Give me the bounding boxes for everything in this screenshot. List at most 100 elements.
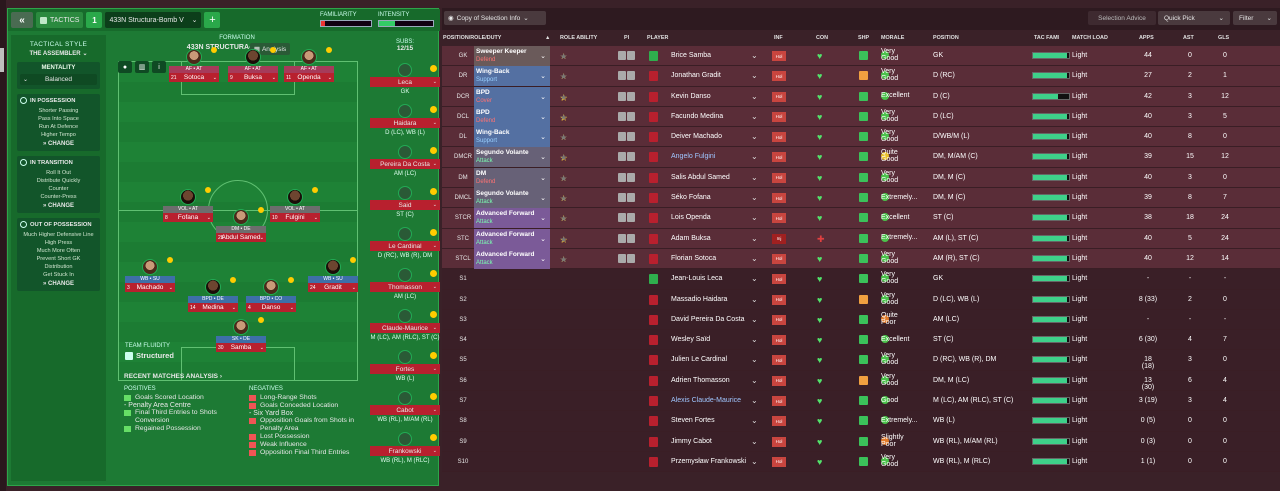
change-in-transition-button[interactable]: » CHANGE: [20, 203, 97, 209]
player-name-bar[interactable]: 24 Gradit ⌄: [308, 283, 358, 292]
player-name[interactable]: Florian Sotoca: [671, 254, 717, 262]
player-instructions-icons[interactable]: [618, 51, 638, 61]
player-instructions-icons[interactable]: [618, 111, 638, 122]
col-shp[interactable]: SHP: [858, 35, 870, 41]
chevron-down-icon[interactable]: ⌄: [751, 71, 758, 81]
familiarity-bar[interactable]: [320, 20, 372, 27]
player-name[interactable]: Angelo Fulgini: [671, 153, 716, 161]
col-pi[interactable]: PI: [624, 35, 630, 41]
add-tactic-button[interactable]: +: [204, 12, 221, 28]
chevron-down-icon[interactable]: ⌄: [751, 233, 758, 243]
chevron-down-icon[interactable]: ⌄: [751, 111, 758, 121]
sub-player[interactable]: Haidara ⌄ D (LC), WB (L): [370, 104, 440, 142]
player-name[interactable]: Steven Fortes: [671, 417, 715, 425]
sub-player[interactable]: Leca ⌄ GK: [370, 63, 440, 101]
table-row[interactable]: S9 Jimmy Cabot ⌄ Hol ♥ Slightly Poor WB (RL), …: [442, 431, 1280, 452]
chevron-down-icon[interactable]: ⌄: [751, 294, 758, 304]
player-name-bar[interactable]: 30 Samba ⌄: [216, 343, 266, 352]
sub-name-bar[interactable]: Frankowski ⌄: [370, 446, 440, 456]
sub-name-bar[interactable]: Pereira Da Costa ⌄: [370, 159, 440, 169]
player-name[interactable]: Adrien Thomasson: [671, 376, 730, 384]
table-row[interactable]: S6 Adrien Thomasson ⌄ Hol ♥ Very Good DM, M (L…: [442, 370, 1280, 392]
player-token[interactable]: VOL • AT 8 Fofana ⌄: [163, 187, 213, 222]
role-duty-select[interactable]: Advanced Forward Attack ⌄: [474, 248, 550, 269]
person-icon[interactable]: ●: [118, 61, 132, 73]
table-row[interactable]: S2 Massadio Haidara ⌄ Hol ♥ Very Good D (LC), …: [442, 289, 1280, 310]
sub-name-bar[interactable]: Cabot ⌄: [370, 405, 440, 415]
table-row[interactable]: S3 David Pereira Da Costa ⌄ Hol ♥ Quite Poor A…: [442, 309, 1280, 331]
sub-name-bar[interactable]: Leca ⌄: [370, 77, 440, 87]
instruction-icon[interactable]: [618, 213, 626, 223]
swap-icon[interactable]: [430, 188, 437, 195]
quick-pick-button[interactable]: Quick Pick ⌄: [1158, 11, 1230, 25]
table-row[interactable]: S5 Julien Le Cardinal ⌄ Hol ♥ Very Good D (RC)…: [442, 350, 1280, 371]
player-instructions-icons[interactable]: [618, 193, 638, 203]
table-row[interactable]: S8 Steven Fortes ⌄ Hol ♥ Extremely... WB (L) Li…: [442, 411, 1280, 432]
table-row[interactable]: GK Sweeper Keeper Defend ⌄ ★ ★ ★ ★ ★ Brice Samba ⌄…: [442, 46, 1280, 67]
tactical-style-name[interactable]: THE ASSEMBLER ⌄: [11, 50, 106, 57]
chevron-down-icon[interactable]: ⌄: [751, 91, 758, 101]
table-row[interactable]: S7 Alexis Claude-Maurice ⌄ Hol ♥ Good M (LC), …: [442, 391, 1280, 412]
mentality-select[interactable]: ⌄ Balanced: [20, 74, 97, 85]
swap-icon[interactable]: [430, 229, 437, 236]
role-duty-select[interactable]: Sweeper Keeper Defend ⌄: [474, 46, 550, 66]
sub-name-bar[interactable]: Said ⌄: [370, 200, 440, 210]
chevron-down-icon[interactable]: ⌄: [751, 314, 758, 324]
player-token[interactable]: WB • SU 24 Gradit ⌄: [308, 257, 358, 292]
chevron-down-icon[interactable]: ⌄: [751, 152, 758, 162]
table-row[interactable]: DCR BPD Cover ⌄ ★ ★ ★ ⯪ ★ Kevin Danso ⌄ Hol ♥ Excelle…: [442, 86, 1280, 107]
player-instructions-icons[interactable]: [618, 253, 638, 264]
swap-icon[interactable]: [430, 352, 437, 359]
chevron-down-icon[interactable]: ⌄: [751, 355, 758, 365]
sub-player[interactable]: Le Cardinal ⌄ D (RC), WB (R), DM: [370, 227, 440, 265]
player-name[interactable]: Adam Buksa: [671, 234, 711, 242]
player-name-bar[interactable]: 21 Sotoca ⌄: [169, 73, 219, 82]
sub-name-bar[interactable]: Fortes ⌄: [370, 364, 440, 374]
tactic-slot[interactable]: 1: [86, 12, 103, 28]
player-instructions-icons[interactable]: [618, 213, 638, 223]
instruction-icon[interactable]: [627, 71, 635, 81]
col-position-role-duty[interactable]: POSITION/ROLE/DUTY: [443, 35, 502, 41]
instruction-icon[interactable]: [618, 152, 626, 162]
chevron-down-icon[interactable]: ⌄: [751, 456, 758, 466]
player-name-bar[interactable]: 9 Buksa ⌄: [228, 73, 278, 82]
player-token[interactable]: DM • DE 28 Abdul Samed ⌄: [216, 207, 266, 242]
swap-icon[interactable]: [430, 311, 437, 318]
role-duty-select[interactable]: Wing-Back Support ⌄: [474, 66, 550, 87]
player-instructions-icons[interactable]: [618, 132, 638, 142]
table-row[interactable]: S10 Przemysław Frankowski ⌄ Hol ♥ Very Good WB…: [442, 451, 1280, 473]
chevron-down-icon[interactable]: ⌄: [751, 193, 758, 203]
player-instructions-icons[interactable]: [618, 172, 638, 183]
col-role-ability[interactable]: ROLE ABILITY: [560, 35, 598, 41]
instruction-icon[interactable]: [618, 253, 626, 263]
player-token[interactable]: AF • AT 9 Buksa ⌄: [228, 47, 278, 82]
player-name[interactable]: Jimmy Cabot: [671, 437, 712, 445]
instruction-icon[interactable]: [618, 172, 626, 182]
player-name[interactable]: Lois Openda: [671, 214, 711, 222]
role-duty-select[interactable]: Advanced Forward Attack ⌄: [474, 208, 550, 229]
player-instructions-icons[interactable]: [618, 152, 638, 162]
intensity-bar[interactable]: [378, 20, 434, 27]
swap-icon[interactable]: [430, 65, 437, 72]
player-name[interactable]: Wesley Saïd: [671, 336, 711, 344]
table-row[interactable]: DM DM Defend ⌄ ★ ★ ★ ★ ★ Salis Abdul Samed ⌄ Hol ♥ Ve…: [442, 167, 1280, 189]
change-in-possession-button[interactable]: » CHANGE: [20, 141, 97, 147]
player-name[interactable]: Séko Fofana: [671, 194, 711, 202]
tactic-name-select[interactable]: 433N Structura-Bomb V ⌄: [105, 12, 202, 28]
role-duty-select[interactable]: BPD Cover ⌄: [474, 86, 550, 107]
swap-icon[interactable]: [430, 147, 437, 154]
player-token[interactable]: BPD • CO 4 Danso ⌄: [246, 277, 296, 312]
recent-matches-title[interactable]: RECENT MATCHES ANALYSIS ›: [124, 373, 222, 380]
sub-player[interactable]: Cabot ⌄ WB (RL), M/AM (RL): [370, 391, 440, 429]
chevron-down-icon[interactable]: ⌄: [751, 132, 758, 142]
chevron-down-icon[interactable]: ⌄: [751, 51, 758, 60]
player-name[interactable]: David Pereira Da Costa: [671, 315, 745, 323]
sub-player[interactable]: Pereira Da Costa ⌄ AM (LC): [370, 145, 440, 183]
col-player[interactable]: PLAYER: [647, 35, 669, 41]
instruction-icon[interactable]: [618, 132, 626, 142]
instruction-icon[interactable]: [627, 132, 635, 142]
sub-name-bar[interactable]: Haidara ⌄: [370, 118, 440, 128]
table-row[interactable]: DCL BPD Defend ⌄ ★ ★ ★ ⯪ ★ Facundo Medina ⌄ Hol ♥ Ver…: [442, 106, 1280, 128]
player-name[interactable]: Alexis Claude-Maurice: [671, 397, 742, 405]
role-duty-select[interactable]: Wing-Back Support ⌄: [474, 127, 550, 148]
